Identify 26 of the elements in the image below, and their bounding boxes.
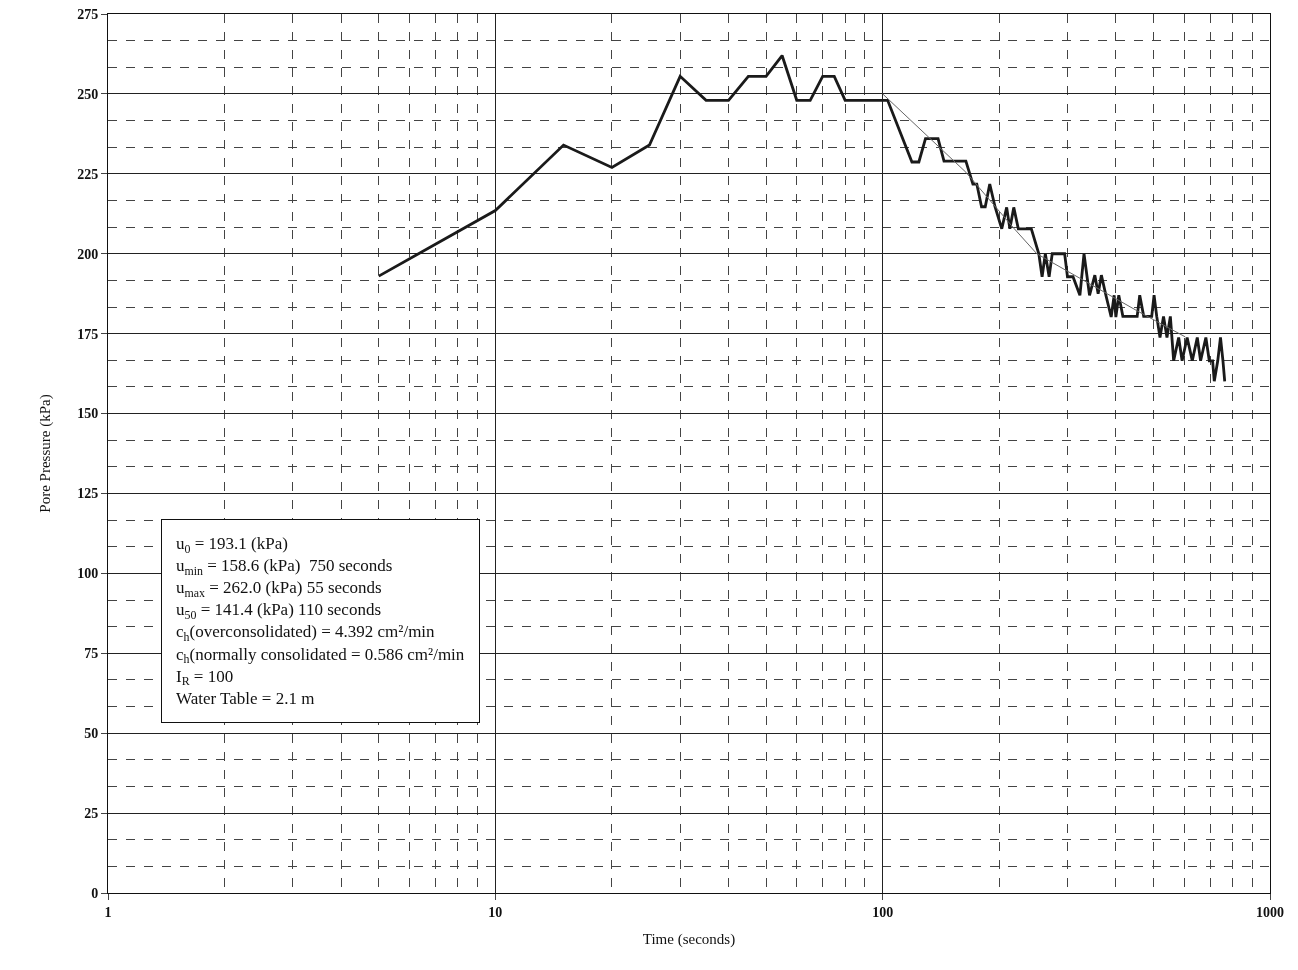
y-tick-label: 250	[77, 86, 99, 102]
annotation: Water Table = 2.1 m	[176, 688, 315, 708]
annotation: c$_{h}$(normally consolidated = 0.586 cm²/min	[176, 644, 465, 667]
y-tick-label: 175	[77, 326, 99, 342]
annotation: u$_{min}$ = 158.6 (kPa) 750 seconds	[176, 556, 393, 578]
y-tick-label: 50	[84, 726, 99, 742]
y-tick-label: 75	[84, 646, 99, 662]
x-tick-label: 1000	[1256, 904, 1284, 920]
annotation: I$_{R}$ = 100	[176, 666, 234, 689]
annotation: u$_{50}$ = 141.4 (kPa) 110 seconds	[176, 600, 381, 622]
x-tick-label: 100	[872, 904, 894, 920]
x-tick-label: 10	[488, 904, 503, 920]
y-tick-label: 125	[77, 486, 99, 502]
y-axis-title: Pore Pressure (kPa)	[37, 394, 55, 513]
annotation: c$_{h}$(overconsolidated) = 4.392 cm²/min	[176, 622, 436, 644]
y-tick-label: 225	[77, 166, 99, 182]
y-tick-label: 0	[91, 885, 99, 901]
x-tick-label: 1	[104, 904, 112, 920]
annotation: u$_{0}$ = 193.1 (kPa)	[176, 534, 288, 556]
y-tick-label: 25	[84, 805, 99, 821]
y-tick-label: 275	[77, 6, 99, 22]
annotation: u$_{max}$ = 262.0 (kPa) 55 seconds	[176, 578, 382, 600]
y-tick-label: 150	[77, 406, 99, 422]
x-axis-title: Time (seconds)	[642, 930, 736, 948]
y-tick-label: 200	[77, 246, 99, 262]
y-tick-label: 100	[77, 566, 99, 582]
